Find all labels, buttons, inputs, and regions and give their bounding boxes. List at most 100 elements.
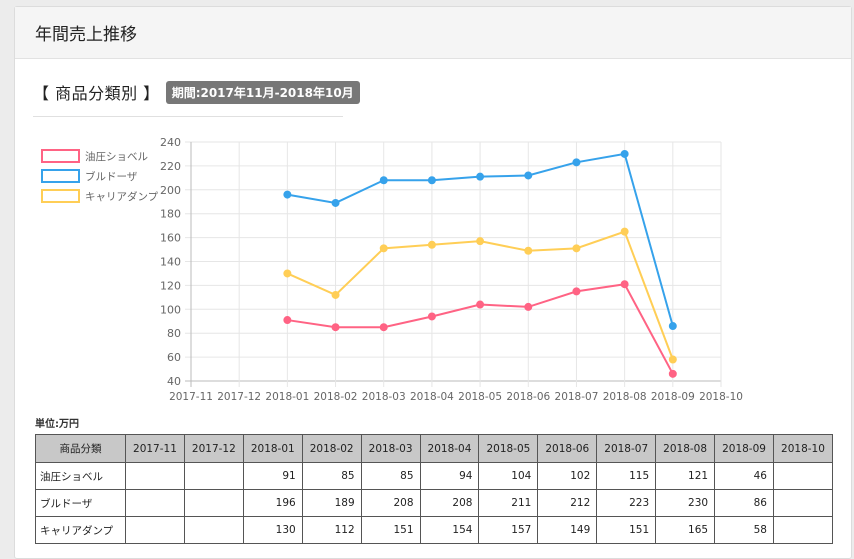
data-point[interactable] bbox=[572, 158, 581, 167]
legend-item[interactable]: 油圧ショベル bbox=[41, 149, 148, 163]
table-cell bbox=[125, 489, 185, 517]
data-point[interactable] bbox=[572, 244, 581, 253]
table-cell: 230 bbox=[655, 489, 716, 517]
data-point[interactable] bbox=[620, 227, 629, 236]
table-header-category: 商品分類 bbox=[35, 434, 126, 463]
x-tick-label: 2018-04 bbox=[410, 391, 454, 403]
x-axis-ticks: 2017-11 2017-12 2018-01 2018-02 2018-03 2018-… bbox=[169, 391, 743, 403]
legend-swatch bbox=[41, 189, 80, 203]
table-header-month: 2017-11 bbox=[125, 434, 185, 463]
table-cell: 112 bbox=[301, 516, 362, 544]
table-header-row: 商品分類 2017-11 2017-12 2018-01 2018-02 2018-03… bbox=[35, 434, 834, 463]
table-header-month: 2018-07 bbox=[596, 434, 657, 463]
table-cell: 102 bbox=[537, 462, 598, 490]
section-heading: 【 商品分類別 】 期間:2017年11月-2018年10月 bbox=[33, 80, 360, 104]
table-header-month: 2018-03 bbox=[360, 434, 421, 463]
data-point[interactable] bbox=[668, 355, 677, 364]
x-tick-label: 2018-05 bbox=[458, 391, 502, 403]
y-tick-label: 120 bbox=[160, 279, 181, 292]
table-header-month: 2018-02 bbox=[301, 434, 362, 463]
table-header-month: 2018-05 bbox=[478, 434, 539, 463]
x-tick-label: 2018-10 bbox=[699, 391, 743, 403]
table-cell: 157 bbox=[478, 516, 539, 544]
table-cell: 208 bbox=[360, 489, 421, 517]
table-cell: 149 bbox=[537, 516, 598, 544]
x-tick-label: 2018-08 bbox=[603, 391, 647, 403]
x-tick-label: 2017-11 bbox=[169, 391, 213, 403]
y-tick-label: 180 bbox=[160, 208, 181, 221]
table-cell: 151 bbox=[596, 516, 657, 544]
x-tick-label: 2018-09 bbox=[651, 391, 695, 403]
data-point[interactable] bbox=[379, 244, 388, 253]
y-tick-label: 160 bbox=[160, 232, 181, 245]
table-cell: 115 bbox=[596, 462, 657, 490]
chart-series bbox=[283, 149, 677, 378]
data-point[interactable] bbox=[283, 316, 292, 325]
table-header-month: 2018-04 bbox=[419, 434, 480, 463]
panel-header: 年間売上推移 bbox=[15, 7, 851, 59]
table-header-month: 2018-09 bbox=[714, 434, 774, 463]
data-point[interactable] bbox=[476, 237, 485, 246]
data-point[interactable] bbox=[427, 176, 436, 185]
y-tick-label: 240 bbox=[160, 136, 181, 149]
data-point[interactable] bbox=[524, 302, 533, 311]
table-cell: 208 bbox=[419, 489, 480, 517]
legend-item[interactable]: ブルドーザ bbox=[41, 169, 138, 183]
data-point[interactable] bbox=[283, 190, 292, 199]
table-header-month: 2018-01 bbox=[242, 434, 303, 463]
legend-label: ブルドーザ bbox=[85, 170, 138, 183]
legend-swatch bbox=[41, 169, 80, 183]
table-cell: 212 bbox=[537, 489, 598, 517]
page-title: 年間売上推移 bbox=[35, 25, 137, 45]
data-point[interactable] bbox=[620, 149, 629, 158]
table-cell: 86 bbox=[714, 489, 774, 517]
table-cell: 91 bbox=[242, 462, 303, 490]
table-cell: 151 bbox=[360, 516, 421, 544]
table-cell: 85 bbox=[301, 462, 362, 490]
table-cell: 58 bbox=[714, 516, 774, 544]
y-tick-label: 60 bbox=[167, 351, 181, 364]
x-tick-label: 2018-07 bbox=[555, 391, 599, 403]
table-header-month: 2018-10 bbox=[772, 434, 834, 463]
data-point[interactable] bbox=[524, 171, 533, 180]
data-point[interactable] bbox=[283, 269, 292, 278]
table-row: 油圧ショベル 91 85 85 94 104 102 115 121 46 bbox=[35, 462, 834, 490]
unit-label: 単位:万円 bbox=[35, 419, 79, 430]
data-point[interactable] bbox=[620, 280, 629, 289]
table-cell: 121 bbox=[655, 462, 716, 490]
data-point[interactable] bbox=[668, 369, 677, 378]
legend-label: キャリアダンプ bbox=[85, 190, 159, 203]
data-point[interactable] bbox=[524, 246, 533, 255]
table-cell bbox=[125, 462, 185, 490]
data-point[interactable] bbox=[476, 172, 485, 181]
x-tick-label: 2018-02 bbox=[314, 391, 358, 403]
data-point[interactable] bbox=[572, 287, 581, 296]
table-cell: 211 bbox=[478, 489, 539, 517]
table-cell bbox=[183, 489, 244, 517]
y-tick-label: 140 bbox=[160, 256, 181, 269]
table-cell: 196 bbox=[242, 489, 303, 517]
table-header-month: 2017-12 bbox=[183, 434, 244, 463]
data-point[interactable] bbox=[331, 290, 340, 299]
y-tick-label: 40 bbox=[167, 375, 181, 388]
y-tick-label: 220 bbox=[160, 160, 181, 173]
legend-item[interactable]: キャリアダンプ bbox=[41, 189, 159, 203]
data-point[interactable] bbox=[379, 323, 388, 332]
data-point[interactable] bbox=[476, 300, 485, 309]
period-badge: 期間:2017年11月-2018年10月 bbox=[165, 80, 360, 104]
data-point[interactable] bbox=[668, 322, 677, 331]
data-point[interactable] bbox=[331, 198, 340, 207]
y-tick-label: 100 bbox=[160, 303, 181, 316]
y-axis-ticks: 40 60 80 100 120 140 160 180 200 220 240 bbox=[160, 136, 181, 388]
x-tick-label: 2018-06 bbox=[506, 391, 550, 403]
data-point[interactable] bbox=[427, 312, 436, 321]
data-point[interactable] bbox=[427, 240, 436, 249]
table-cell: 94 bbox=[419, 462, 480, 490]
table-cell bbox=[125, 516, 185, 544]
section-title: 【 商品分類別 】 bbox=[33, 84, 160, 103]
row-label: キャリアダンプ bbox=[35, 516, 126, 544]
data-point[interactable] bbox=[379, 176, 388, 185]
table-cell: 223 bbox=[596, 489, 657, 517]
data-point[interactable] bbox=[331, 323, 340, 332]
